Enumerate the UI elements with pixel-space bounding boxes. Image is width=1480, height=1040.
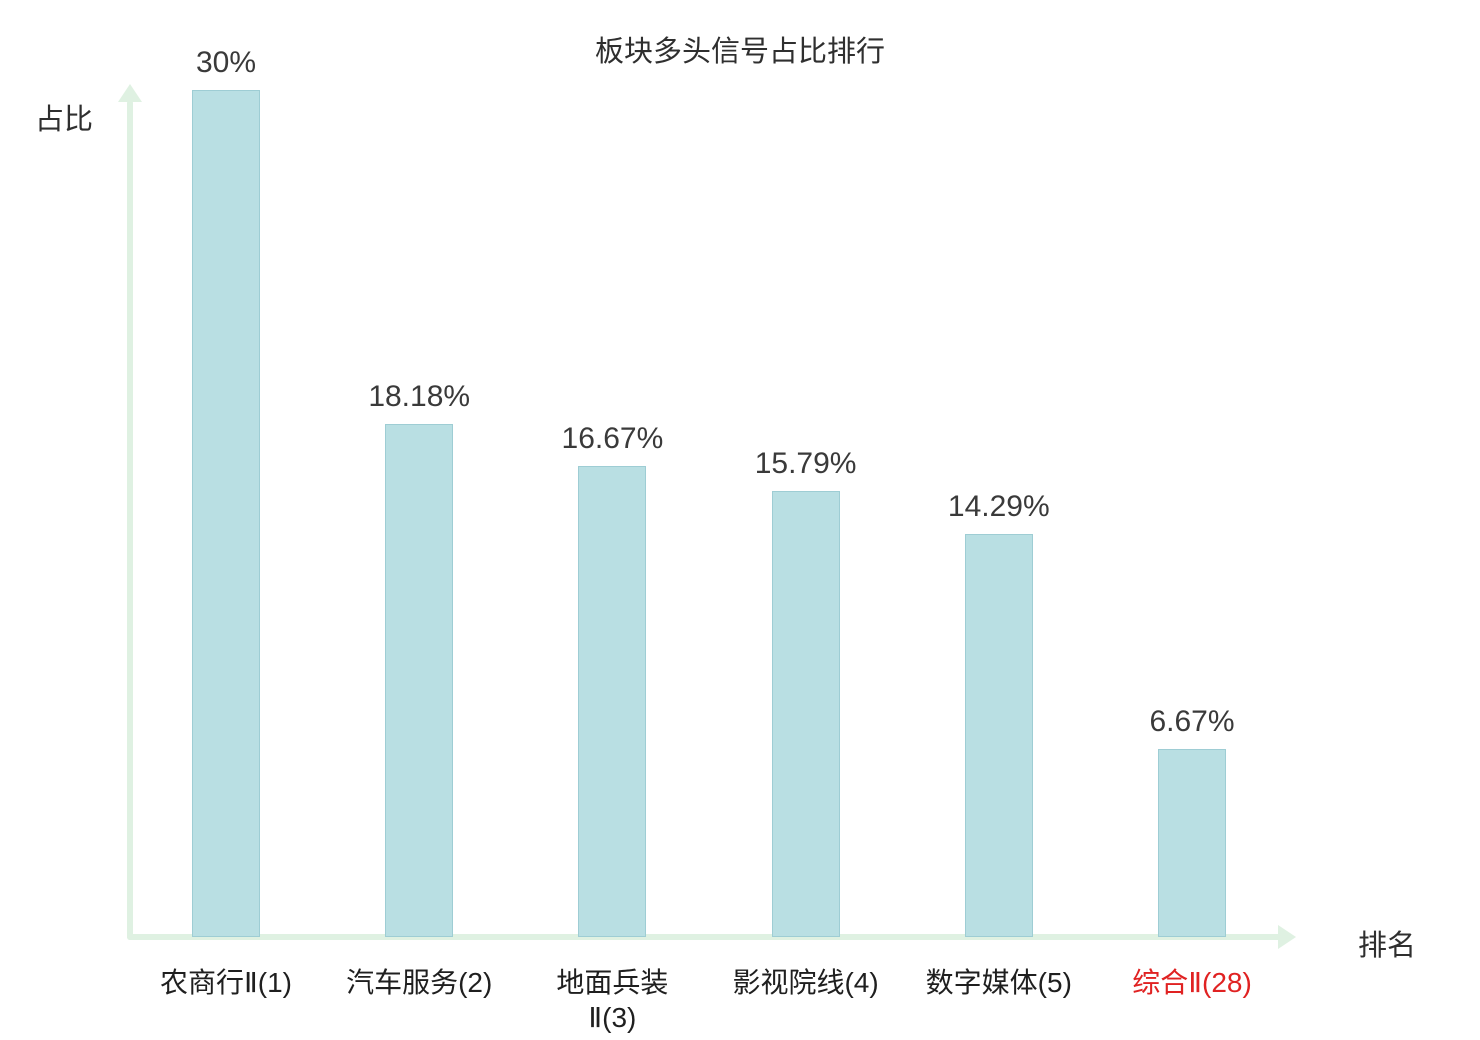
bar (192, 90, 260, 937)
bar (385, 423, 454, 937)
bar (964, 533, 1033, 937)
y-axis-arrow-icon (118, 84, 142, 102)
x-axis-arrow-icon (1278, 925, 1296, 949)
chart-title: 板块多头信号占比排行 (594, 36, 886, 68)
value-label: 14.29% (947, 489, 1050, 523)
value-label: 18.18% (368, 379, 471, 413)
value-label: 16.67% (561, 422, 664, 456)
value-label: 15.79% (754, 447, 857, 481)
y-axis-label: 占比 (35, 104, 94, 136)
bar (1158, 748, 1226, 937)
category-label: 农商行Ⅱ(1) (159, 967, 293, 998)
value-label: 30% (195, 46, 257, 79)
category-label: 综合Ⅱ(28) (1132, 967, 1252, 998)
x-axis-label: 排名 (1358, 930, 1417, 962)
y-axis (127, 100, 133, 940)
bar (578, 466, 647, 937)
bar (771, 491, 840, 937)
category-label: 数字媒体(5) (925, 967, 1072, 998)
value-label: 6.67% (1149, 704, 1235, 738)
category-label: 地面兵装 Ⅱ(3) (556, 967, 669, 1033)
category-label: 汽车服务(2) (346, 967, 493, 998)
category-label: 影视院线(4) (732, 967, 879, 998)
x-axis (127, 934, 1282, 940)
